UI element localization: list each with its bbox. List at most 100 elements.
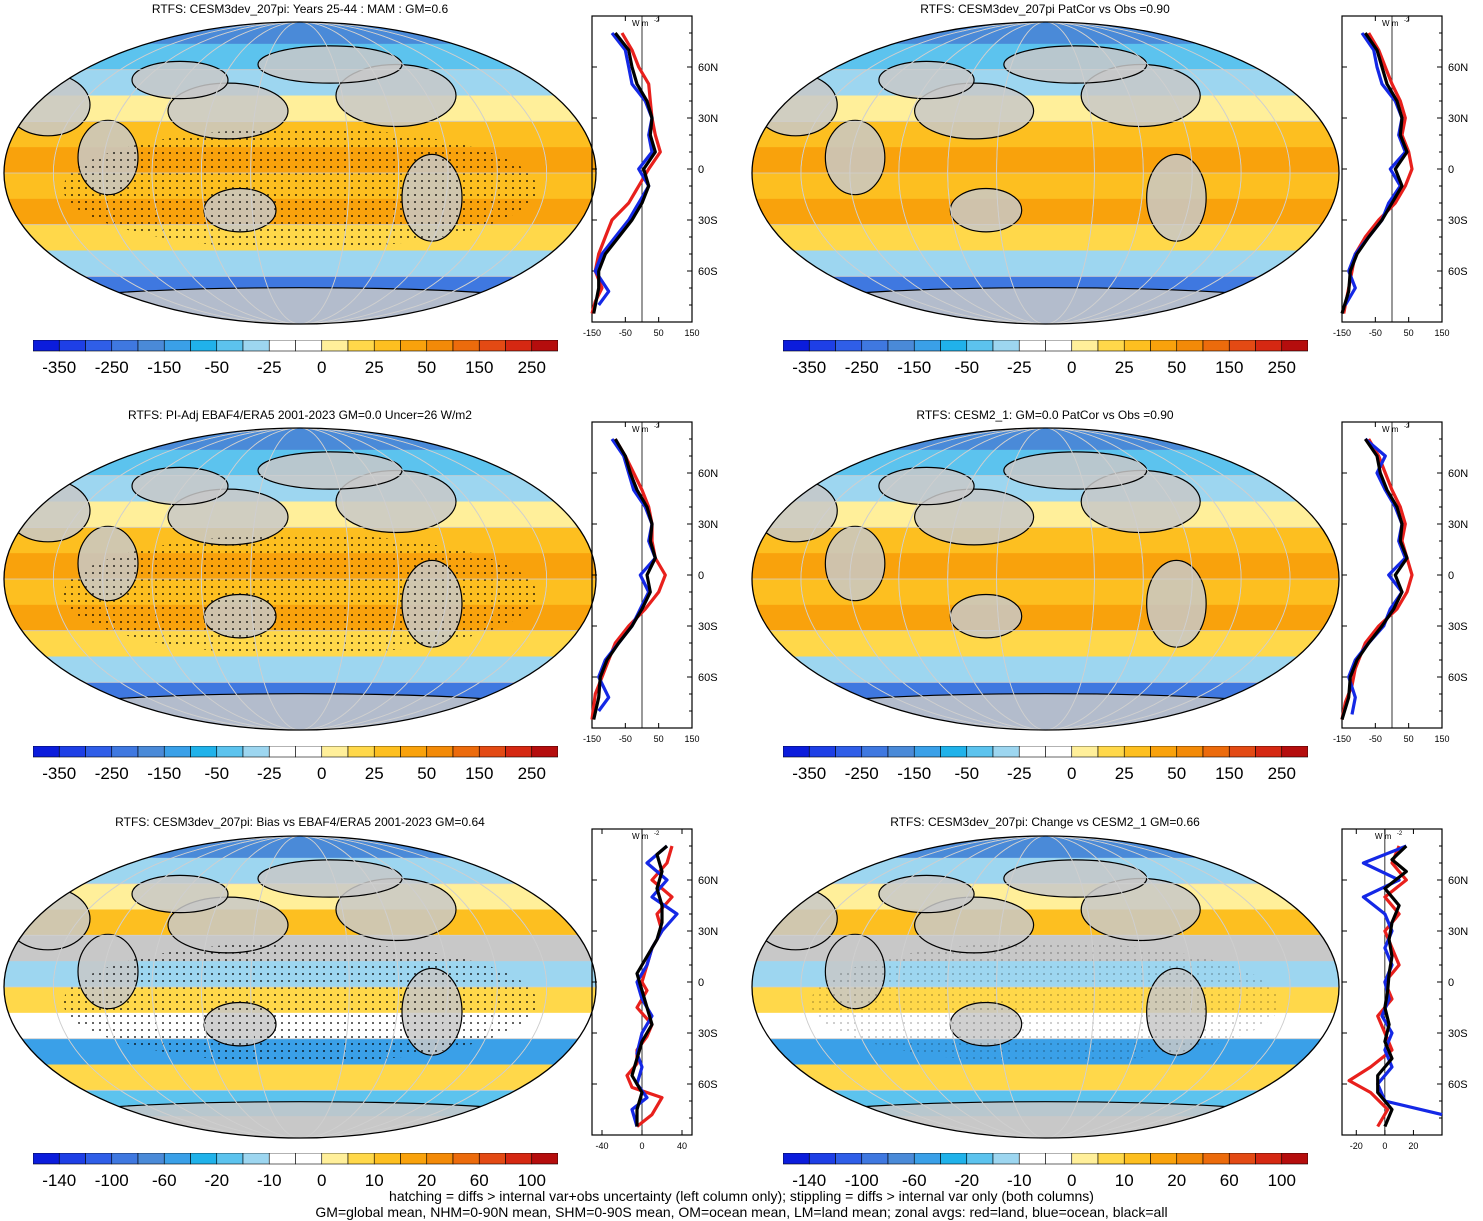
- colorbar-swatch: [242, 339, 270, 352]
- colorbar-swatch: [992, 339, 1020, 352]
- colorbar-label: -150: [147, 764, 181, 783]
- profile-all-line: [630, 844, 669, 1127]
- colorbar-swatch: [1018, 745, 1046, 758]
- colorbar-swatch: [861, 745, 889, 758]
- colorbar-label: 0: [317, 764, 326, 783]
- colorbar-swatch: [321, 1152, 349, 1165]
- profile-x-tick-label: 50: [1404, 734, 1414, 744]
- colorbar-swatch: [295, 1152, 323, 1165]
- profile-x-tick-label: 50: [654, 734, 664, 744]
- colorbar-swatch: [1097, 339, 1125, 352]
- colorbar-swatch: [163, 1152, 191, 1165]
- colorbar-label: -100: [845, 1171, 879, 1190]
- colorbar-label: 25: [1115, 358, 1134, 377]
- colorbar-swatch: [1228, 745, 1256, 758]
- colorbar-swatch: [190, 745, 218, 758]
- colorbar-swatch: [861, 1152, 889, 1165]
- colorbar-label: 0: [1067, 1171, 1076, 1190]
- colorbar-label: 50: [1167, 764, 1186, 783]
- colorbar-label: 10: [365, 1171, 384, 1190]
- lat-tick-label: 30N: [698, 926, 718, 938]
- profile-x-tick-label: -150: [583, 734, 601, 744]
- lat-tick-label: 30S: [698, 621, 718, 633]
- colorbar-swatch: [913, 1152, 941, 1165]
- lat-tick-label: 0: [1448, 977, 1454, 989]
- global-map: [0, 832, 600, 1147]
- colorbar-label: -140: [792, 1171, 826, 1190]
- colorbar-label: 20: [1167, 1171, 1186, 1190]
- colorbar-label: -350: [792, 358, 826, 377]
- profile-unit-exponent: -2: [654, 831, 660, 837]
- colorbar: -350-250-150-50-2502550150250350: [32, 745, 598, 791]
- lat-tick-label: 60S: [1448, 266, 1468, 278]
- colorbar-swatch: [295, 745, 323, 758]
- lat-tick-label: 0: [1448, 164, 1454, 176]
- colorbar-label: 150: [1215, 358, 1243, 377]
- colorbar-swatch: [1228, 339, 1256, 352]
- colorbar-swatch: [85, 745, 113, 758]
- colorbar-label: -60: [152, 1171, 177, 1190]
- profile-x-tick-label: -50: [1369, 734, 1382, 744]
- colorbar-swatch: [452, 745, 480, 758]
- colorbar-swatch: [887, 339, 915, 352]
- colorbar-swatch: [1150, 1152, 1178, 1165]
- colorbar-swatch: [1176, 339, 1204, 352]
- colorbar-swatch: [268, 1152, 296, 1165]
- lat-tick-label: 0: [1448, 570, 1454, 582]
- colorbar-label: -20: [954, 1171, 979, 1190]
- colorbar-swatch: [163, 339, 191, 352]
- colorbar-label: -250: [845, 764, 879, 783]
- colorbar-label: -250: [95, 358, 129, 377]
- colorbar: -350-250-150-50-2502550150250350: [32, 339, 598, 385]
- colorbar-swatch: [1255, 339, 1283, 352]
- profile-unit-label: W m: [1382, 425, 1399, 434]
- colorbar-swatch: [58, 339, 86, 352]
- colorbar-swatch: [1202, 745, 1230, 758]
- profile-ocean-line: [1361, 844, 1443, 1117]
- colorbar-swatch: [137, 339, 165, 352]
- colorbar-swatch: [216, 745, 244, 758]
- zonal-mean-profile: W m -2 60N 30N 0 30S 60S -40 0 40: [582, 825, 732, 1170]
- profile-unit-label: W m: [632, 425, 649, 434]
- colorbar-label: 100: [518, 1171, 546, 1190]
- profile-x-tick-label: -40: [595, 1141, 608, 1151]
- colorbar-swatch: [505, 1152, 533, 1165]
- profile-ocean-line: [593, 32, 654, 306]
- colorbar-swatch: [295, 339, 323, 352]
- lat-tick-label: 30N: [1448, 926, 1468, 938]
- profile-x-tick-label: -50: [619, 328, 632, 338]
- colorbar-swatch: [1045, 745, 1073, 758]
- profile-land-line: [590, 438, 667, 720]
- colorbar-swatch: [111, 1152, 139, 1165]
- colorbar-swatch: [216, 1152, 244, 1165]
- global-map: [748, 18, 1343, 333]
- colorbar-label: -50: [954, 358, 979, 377]
- colorbar-swatch: [835, 745, 863, 758]
- colorbar-label: -150: [897, 358, 931, 377]
- colorbar-swatch: [1202, 339, 1230, 352]
- lat-tick-label: 60S: [698, 266, 718, 278]
- colorbar-label: -50: [204, 764, 229, 783]
- colorbar-swatch: [163, 745, 191, 758]
- profile-unit-label: W m: [1375, 832, 1392, 841]
- profile-unit-label: W m: [632, 832, 649, 841]
- colorbar-swatch: [1228, 1152, 1256, 1165]
- profile-all-line: [1340, 32, 1409, 314]
- lat-tick-label: 60S: [1448, 672, 1468, 684]
- colorbar-swatch: [782, 339, 810, 352]
- profile-all-line: [1340, 438, 1409, 720]
- profile-x-tick-label: 0: [639, 1141, 644, 1151]
- global-map: [0, 18, 600, 333]
- colorbar-swatch: [478, 745, 506, 758]
- colorbar-label: -25: [257, 358, 282, 377]
- colorbar-label: 250: [518, 764, 546, 783]
- colorbar-swatch: [111, 745, 139, 758]
- colorbar-swatch: [1123, 339, 1151, 352]
- colorbar-label: 20: [417, 1171, 436, 1190]
- colorbar-swatch: [531, 745, 559, 758]
- lat-tick-label: 30N: [698, 519, 718, 531]
- colorbar-swatch: [111, 339, 139, 352]
- profile-unit-exponent: -2: [654, 18, 660, 24]
- panel-title: RTFS: CESM3dev_207pi: Bias vs EBAF4/ERA5…: [115, 815, 485, 829]
- lat-tick-label: 30S: [698, 1028, 718, 1040]
